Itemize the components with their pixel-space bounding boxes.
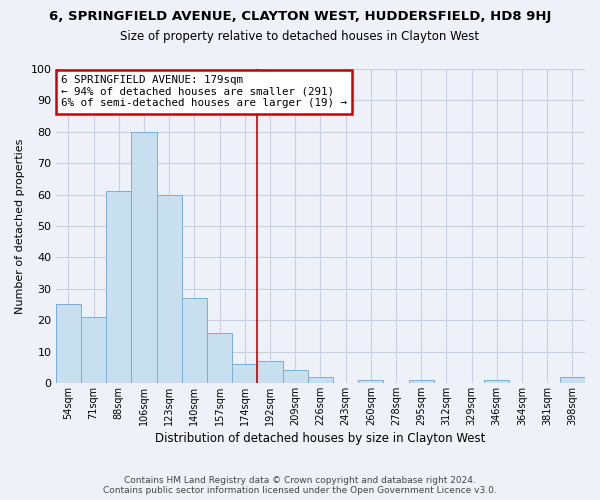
- Bar: [409, 380, 434, 383]
- Bar: [283, 370, 308, 383]
- Bar: [484, 380, 509, 383]
- Bar: [257, 361, 283, 383]
- Y-axis label: Number of detached properties: Number of detached properties: [15, 138, 25, 314]
- Bar: [232, 364, 257, 383]
- Bar: [207, 332, 232, 383]
- Text: Contains HM Land Registry data © Crown copyright and database right 2024.
Contai: Contains HM Land Registry data © Crown c…: [103, 476, 497, 495]
- Bar: [182, 298, 207, 383]
- Bar: [106, 192, 131, 383]
- Text: Size of property relative to detached houses in Clayton West: Size of property relative to detached ho…: [121, 30, 479, 43]
- Text: 6, SPRINGFIELD AVENUE, CLAYTON WEST, HUDDERSFIELD, HD8 9HJ: 6, SPRINGFIELD AVENUE, CLAYTON WEST, HUD…: [49, 10, 551, 23]
- Bar: [157, 194, 182, 383]
- Bar: [308, 376, 333, 383]
- Bar: [560, 376, 585, 383]
- Bar: [358, 380, 383, 383]
- X-axis label: Distribution of detached houses by size in Clayton West: Distribution of detached houses by size …: [155, 432, 485, 445]
- Text: 6 SPRINGFIELD AVENUE: 179sqm
← 94% of detached houses are smaller (291)
6% of se: 6 SPRINGFIELD AVENUE: 179sqm ← 94% of de…: [61, 76, 347, 108]
- Bar: [56, 304, 81, 383]
- Bar: [81, 317, 106, 383]
- Bar: [131, 132, 157, 383]
